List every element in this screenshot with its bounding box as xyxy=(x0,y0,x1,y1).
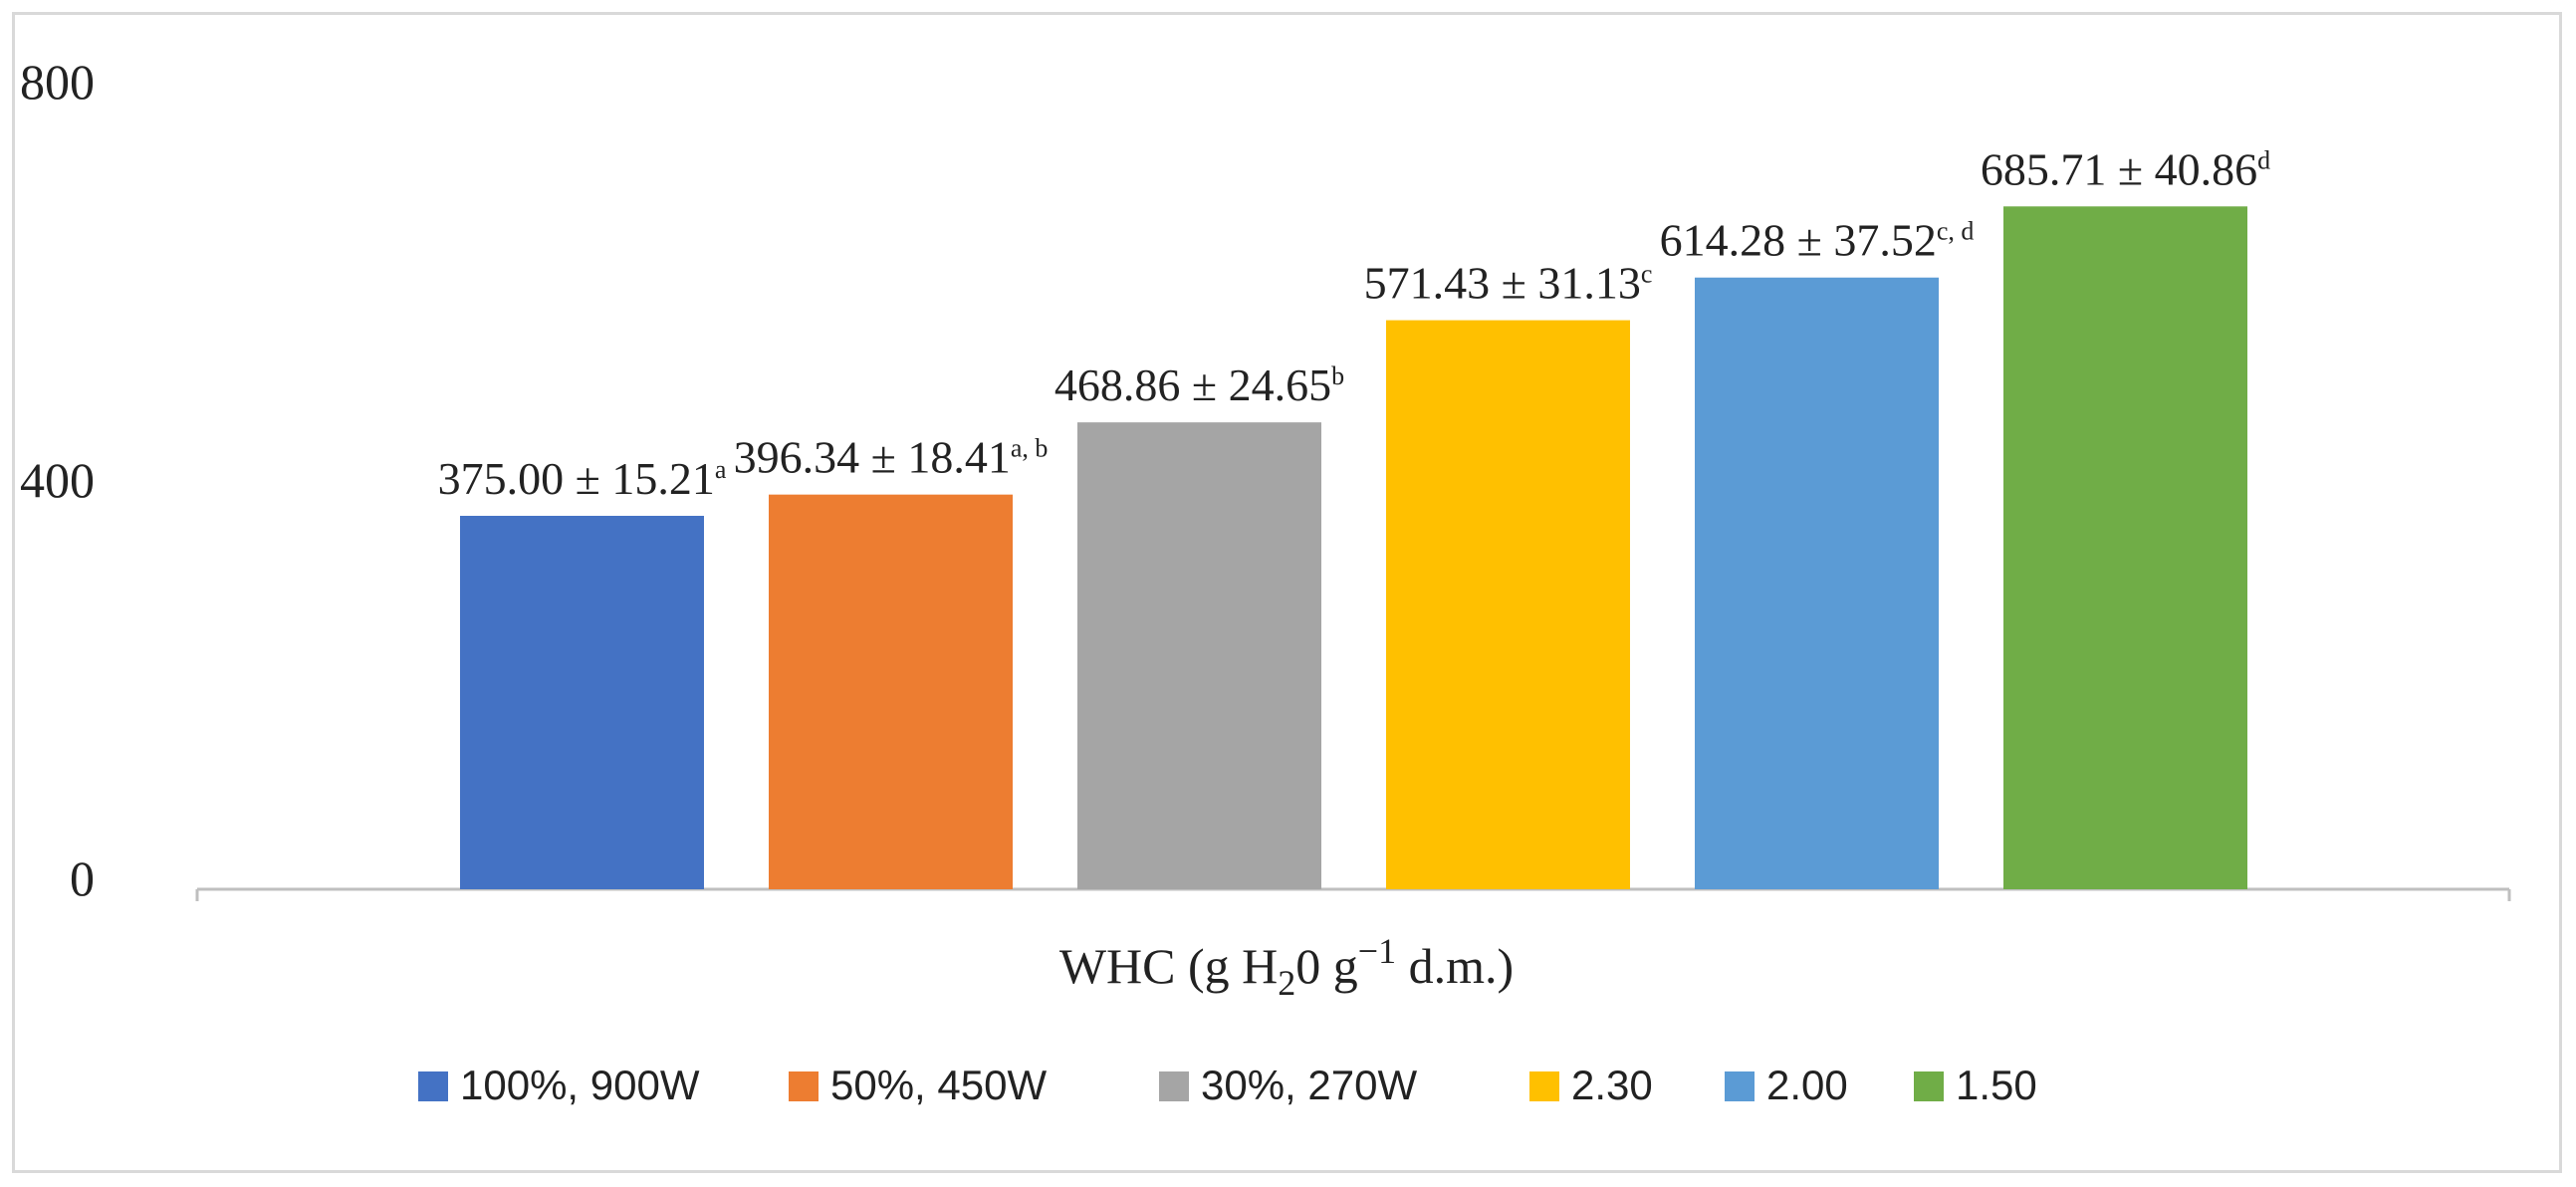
bars xyxy=(460,206,2247,890)
data-label-superscript: b xyxy=(1331,361,1344,390)
data-label-superscript: a xyxy=(715,455,727,484)
legend-label: 2.00 xyxy=(1766,1062,1848,1108)
legend-label: 1.50 xyxy=(1956,1062,2037,1108)
data-label: 571.43 ± 31.13c xyxy=(1364,258,1653,309)
legend-label: 2.30 xyxy=(1571,1062,1653,1108)
legend-swatch xyxy=(418,1071,448,1101)
legend-label: 30%, 270W xyxy=(1201,1062,1417,1108)
data-labels: 375.00 ± 15.21a 396.34 ± 18.41a, b468.86 … xyxy=(438,143,2271,504)
x-axis-label: WHC (g H20 g−1 d.m.) xyxy=(1059,931,1514,1003)
data-label-superscript: d xyxy=(2257,145,2270,174)
data-label-value: 468.86 ± 24.65 xyxy=(1054,359,1331,410)
legend-label: 100%, 900W xyxy=(460,1062,700,1108)
legend-swatch xyxy=(1159,1071,1189,1101)
y-tick-label: 400 xyxy=(20,452,95,508)
data-label: 375.00 ± 15.21a xyxy=(438,453,727,504)
data-label: 396.34 ± 18.41a, b xyxy=(734,432,1049,483)
data-label-value: 571.43 ± 31.13 xyxy=(1364,258,1641,309)
legend-swatch xyxy=(1914,1071,1944,1101)
data-label-superscript: c xyxy=(1641,260,1653,289)
y-tick-label: 800 xyxy=(20,54,95,110)
legend-swatch xyxy=(789,1071,819,1101)
bar-3 xyxy=(1077,422,1321,889)
y-axis-ticks: 0 400 800 xyxy=(20,54,95,906)
legend-swatch xyxy=(1529,1071,1559,1101)
bar-1 xyxy=(460,516,704,889)
bar-2 xyxy=(769,494,1013,889)
bar-5 xyxy=(1695,277,1939,890)
data-label-value: 685.71 ± 40.86 xyxy=(1981,143,2257,194)
data-label: 468.86 ± 24.65b xyxy=(1054,359,1344,410)
data-label-superscript: a, b xyxy=(1011,434,1049,463)
legend-swatch xyxy=(1725,1071,1755,1101)
legend-label: 50%, 450W xyxy=(830,1062,1047,1108)
data-label-value: 375.00 ± 15.21 xyxy=(438,453,715,504)
data-label: 614.28 ± 37.52c, d xyxy=(1660,215,1975,266)
data-label-superscript: c, d xyxy=(1937,217,1975,246)
data-label-value: 614.28 ± 37.52 xyxy=(1660,215,1937,266)
bar-4 xyxy=(1386,320,1630,889)
y-tick-label: 0 xyxy=(70,850,95,906)
bar-6 xyxy=(2003,206,2247,890)
data-label: 685.71 ± 40.86d xyxy=(1981,143,2270,194)
legend: 100%, 900W 50%, 450W 30%, 270W 2.30 2.00 1.50 xyxy=(418,1062,2037,1108)
data-label-value: 396.34 ± 18.41 xyxy=(734,432,1011,483)
